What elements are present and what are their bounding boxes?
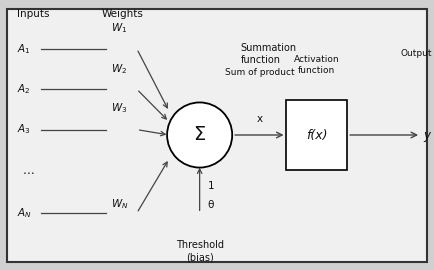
Bar	[286, 100, 347, 170]
Text: Threshold
(bias): Threshold (bias)	[176, 240, 224, 263]
Text: y: y	[423, 129, 430, 141]
Text: Sum of product: Sum of product	[224, 68, 294, 77]
Text: $A_N$: $A_N$	[17, 206, 32, 220]
Ellipse shape	[167, 102, 232, 168]
Text: x: x	[256, 114, 263, 124]
Text: Summation
function: Summation function	[241, 43, 297, 65]
Text: $W_N$: $W_N$	[111, 197, 128, 211]
Text: Inputs: Inputs	[17, 9, 50, 19]
Text: Activation
function: Activation function	[294, 55, 340, 75]
Text: $\Sigma$: $\Sigma$	[193, 126, 206, 144]
Text: $\cdots$: $\cdots$	[22, 165, 34, 178]
Text: $W_2$: $W_2$	[111, 62, 127, 76]
Text: Output: Output	[401, 49, 432, 59]
Text: $A_1$: $A_1$	[17, 42, 31, 56]
Text: $A_3$: $A_3$	[17, 123, 31, 137]
Text: Weights: Weights	[102, 9, 144, 19]
Text: $W_1$: $W_1$	[111, 21, 127, 35]
Text: 1: 1	[207, 181, 214, 191]
Text: f(x): f(x)	[306, 129, 328, 141]
Text: $W_3$: $W_3$	[111, 101, 127, 115]
Text: $A_2$: $A_2$	[17, 82, 31, 96]
Text: θ: θ	[207, 200, 214, 210]
